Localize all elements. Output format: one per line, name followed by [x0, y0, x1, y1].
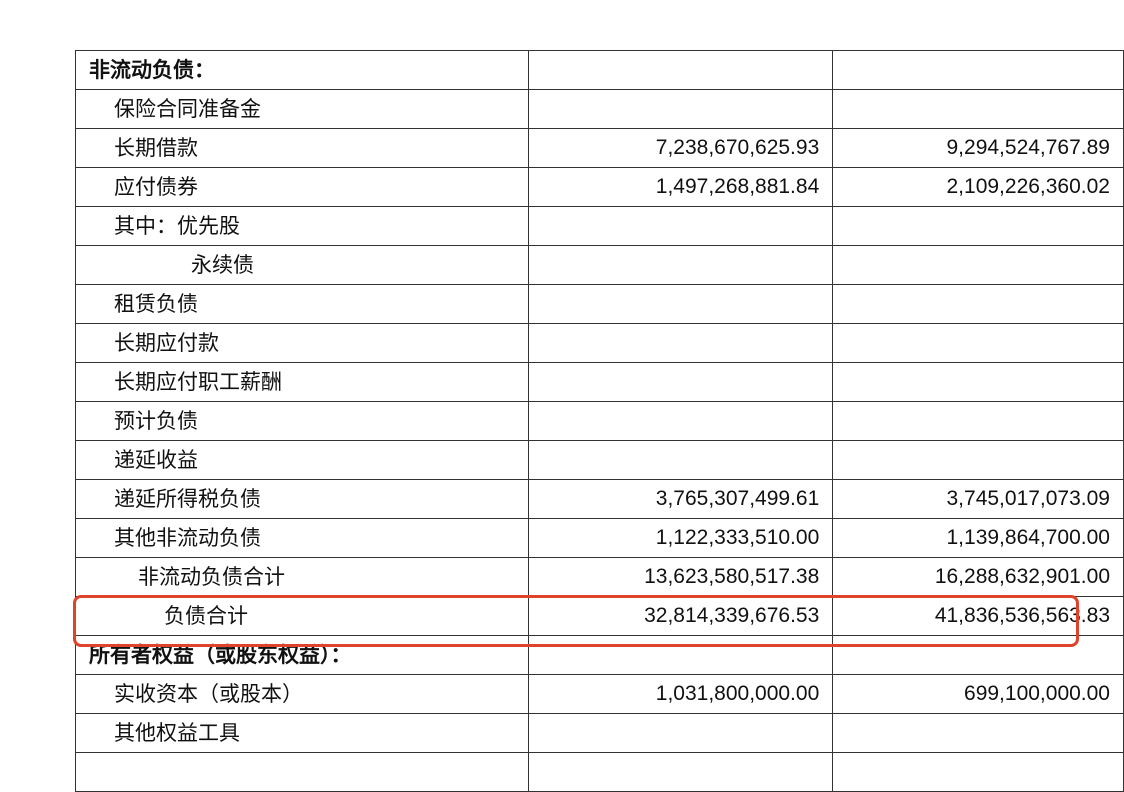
current-period-value [527, 206, 834, 246]
table-row: 长期应付职工薪酬 [75, 362, 1124, 402]
table-row: 其他权益工具 [75, 713, 1124, 753]
table-row: 其中：优先股 [75, 206, 1124, 246]
row-label: 应付债券 [75, 167, 529, 207]
row-label: 永续债 [75, 245, 529, 285]
prior-period-value [832, 89, 1124, 129]
prior-period-value [832, 752, 1124, 792]
row-label: 递延收益 [75, 440, 529, 480]
prior-period-value [832, 284, 1124, 324]
current-period-value [527, 440, 834, 480]
current-period-value: 1,497,268,881.84 [527, 167, 834, 207]
table-row: 递延收益 [75, 440, 1124, 480]
current-period-value: 32,814,339,676.53 [527, 596, 834, 636]
row-label: 非流动负债： [75, 50, 529, 90]
current-period-value: 1,031,800,000.00 [527, 674, 834, 714]
table-row: 长期借款 7,238,670,625.93 9,294,524,767.89 [75, 128, 1124, 168]
current-period-value: 1,122,333,510.00 [527, 518, 834, 558]
row-label: 预计负债 [75, 401, 529, 441]
row-label: 递延所得税负债 [75, 479, 529, 519]
table-row: 所有者权益（或股东权益）： [75, 635, 1124, 675]
row-label: 其中：优先股 [75, 206, 529, 246]
table-row: 递延所得税负债 3,765,307,499.61 3,745,017,073.09 [75, 479, 1124, 519]
current-period-value: 13,623,580,517.38 [527, 557, 834, 597]
row-label: 租赁负债 [75, 284, 529, 324]
prior-period-value [832, 245, 1124, 285]
prior-period-value [832, 323, 1124, 363]
prior-period-value: 2,109,226,360.02 [832, 167, 1124, 207]
current-period-value [527, 89, 834, 129]
table-row: 非流动负债合计 13,623,580,517.38 16,288,632,901.0… [75, 557, 1124, 597]
table-row: 保险合同准备金 [75, 89, 1124, 129]
prior-period-value: 699,100,000.00 [832, 674, 1124, 714]
prior-period-value [832, 50, 1124, 90]
table-row: 租赁负债 [75, 284, 1124, 324]
row-label: 长期借款 [75, 128, 529, 168]
table-row [75, 752, 1124, 792]
table-row: 永续债 [75, 245, 1124, 285]
row-label: 实收资本（或股本） [75, 674, 529, 714]
current-period-value: 3,765,307,499.61 [527, 479, 834, 519]
prior-period-value: 9,294,524,767.89 [832, 128, 1124, 168]
row-label: 负债合计 [75, 596, 529, 636]
current-period-value [527, 245, 834, 285]
current-period-value [527, 50, 834, 90]
row-label: 其他非流动负债 [75, 518, 529, 558]
prior-period-value [832, 401, 1124, 441]
row-label: 保险合同准备金 [75, 89, 529, 129]
prior-period-value [832, 362, 1124, 402]
row-label: 所有者权益（或股东权益）： [75, 635, 529, 675]
table-row: 实收资本（或股本） 1,031,800,000.00 699,100,000.00 [75, 674, 1124, 714]
table-row: 长期应付款 [75, 323, 1124, 363]
row-label: 非流动负债合计 [75, 557, 529, 597]
table-row: 应付债券 1,497,268,881.84 2,109,226,360.02 [75, 167, 1124, 207]
current-period-value [527, 284, 834, 324]
highlight-box-total-liabilities [73, 595, 1079, 647]
prior-period-value [832, 440, 1124, 480]
prior-period-value: 3,745,017,073.09 [832, 479, 1124, 519]
current-period-value [527, 323, 834, 363]
table-row: 非流动负债： [75, 50, 1124, 90]
row-label: 长期应付职工薪酬 [75, 362, 529, 402]
prior-period-value [832, 206, 1124, 246]
row-label: 长期应付款 [75, 323, 529, 363]
current-period-value [527, 713, 834, 753]
prior-period-value: 1,139,864,700.00 [832, 518, 1124, 558]
row-label [75, 752, 529, 792]
prior-period-value [832, 713, 1124, 753]
table-row: 预计负债 [75, 401, 1124, 441]
row-label: 其他权益工具 [75, 713, 529, 753]
table-row: 其他非流动负债 1,122,333,510.00 1,139,864,700.00 [75, 518, 1124, 558]
current-period-value: 7,238,670,625.93 [527, 128, 834, 168]
balance-sheet-table: 非流动负债： 保险合同准备金 长期借款 7,238,670,625.93 9,294,5… [75, 50, 1124, 792]
current-period-value [527, 401, 834, 441]
prior-period-value: 16,288,632,901.00 [832, 557, 1124, 597]
current-period-value [527, 362, 834, 402]
current-period-value [527, 752, 834, 792]
current-period-value [527, 635, 834, 675]
